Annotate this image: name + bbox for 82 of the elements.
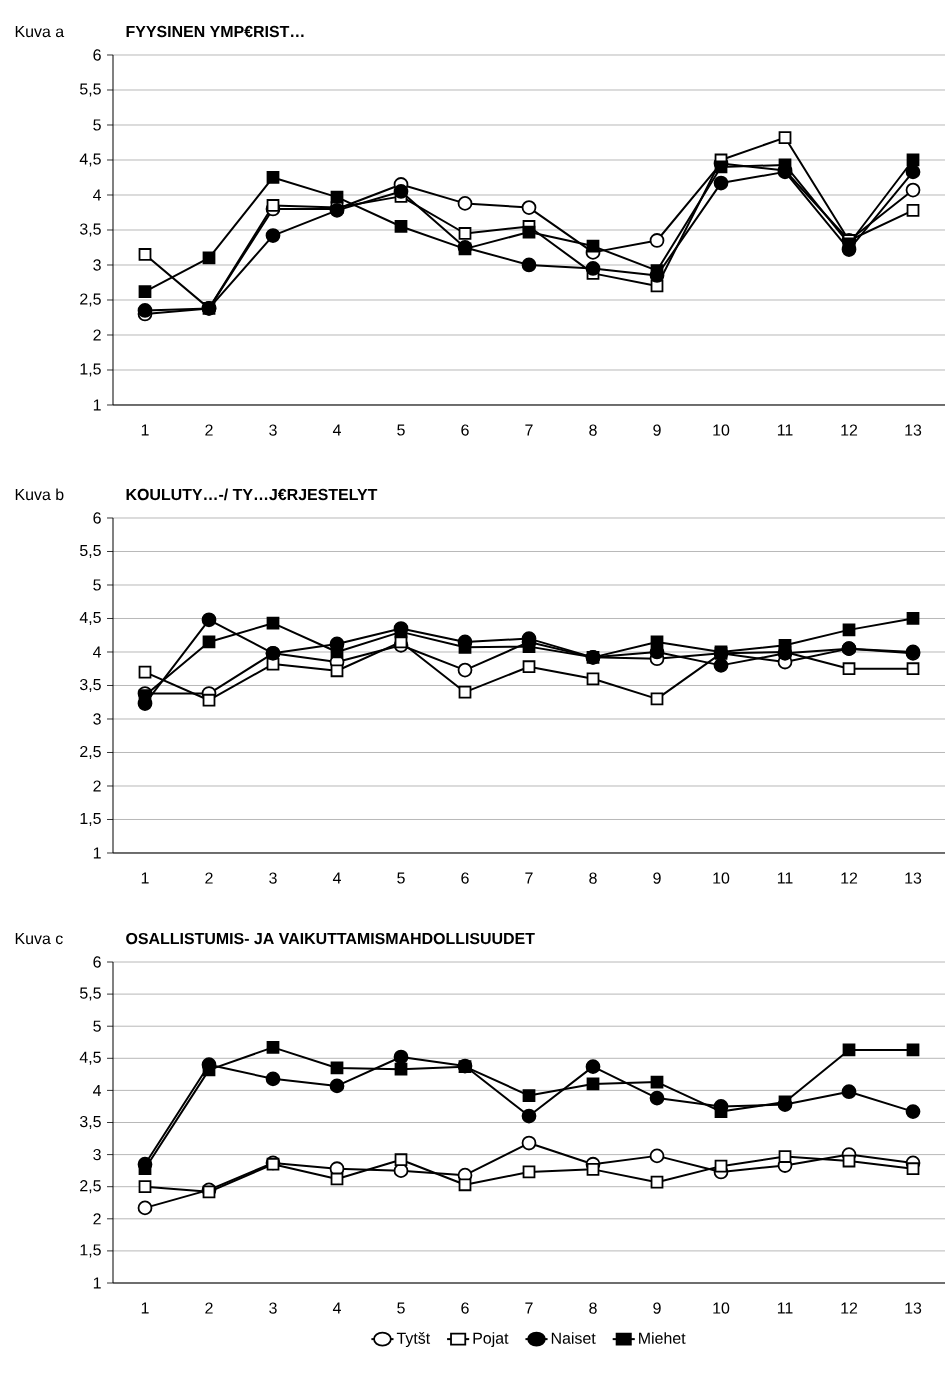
x-tick-label: 11 xyxy=(777,1302,793,1314)
x-tick-label: 12 xyxy=(841,872,858,884)
y-tick-label: 3,5 xyxy=(79,678,101,693)
x-tick-label: 10 xyxy=(713,1302,730,1314)
y-tick-label: 4 xyxy=(93,189,102,201)
x-tick-label: 6 xyxy=(461,1302,469,1314)
y-tick-label: 1 xyxy=(93,847,101,859)
x-tick-label: 1 xyxy=(141,872,149,884)
x-tick-label: 7 xyxy=(525,1302,533,1314)
x-tick-label: 5 xyxy=(397,872,405,884)
chart-title: KOULUTY…-/ TY…J€RJESTELYT xyxy=(126,488,378,501)
x-tick-label: 11 xyxy=(777,872,793,884)
chart-subtitle: Kuva a xyxy=(15,26,65,38)
x-tick-label: 5 xyxy=(397,424,405,436)
x-tick-label: 13 xyxy=(905,424,922,436)
x-tick-label: 11 xyxy=(777,424,793,436)
y-tick-label: 3,5 xyxy=(79,1115,101,1130)
y-tick-label: 2,5 xyxy=(80,1180,101,1194)
x-tick-label: 4 xyxy=(332,1302,341,1314)
y-tick-label: 3,5 xyxy=(79,223,101,237)
x-tick-label: 6 xyxy=(461,424,469,436)
y-tick-label: 5 xyxy=(93,1020,101,1032)
x-tick-label: 10 xyxy=(713,872,730,884)
chart-subtitle: Kuva b xyxy=(15,488,64,501)
x-tick-label: 8 xyxy=(589,872,597,884)
legend-label: Pojat xyxy=(473,1332,509,1348)
x-tick-label: 3 xyxy=(269,424,277,436)
x-tick-label: 1 xyxy=(141,424,149,436)
legend-label: Naiset xyxy=(551,1332,596,1344)
x-tick-label: 2 xyxy=(205,424,213,436)
x-tick-label: 1 xyxy=(141,1302,149,1314)
y-tick-label: 5 xyxy=(93,119,101,131)
x-tick-label: 12 xyxy=(841,1302,858,1314)
y-tick-label: 5 xyxy=(93,579,101,591)
y-tick-label: 2 xyxy=(93,1213,101,1225)
x-tick-label: 7 xyxy=(525,872,533,884)
chart-subtitle: Kuva c xyxy=(15,933,63,945)
y-tick-label: 4,5 xyxy=(79,1051,101,1065)
x-tick-label: 8 xyxy=(589,424,597,436)
y-tick-label: 1 xyxy=(93,399,101,411)
y-tick-label: 3 xyxy=(93,259,101,271)
x-tick-label: 4 xyxy=(332,872,341,884)
x-tick-label: 8 xyxy=(589,1302,597,1314)
chart-title: OSALLISTUMIS- JA VAIKUTTAMISMAHDOLLISUUDET xyxy=(126,932,535,945)
x-tick-label: 9 xyxy=(653,1302,661,1314)
y-tick-label: 2 xyxy=(93,780,101,792)
y-tick-label: 6 xyxy=(93,956,101,968)
y-tick-label: 5,5 xyxy=(79,83,101,97)
y-tick-label: 3 xyxy=(93,1148,101,1161)
x-tick-label: 3 xyxy=(269,872,277,884)
x-tick-label: 3 xyxy=(269,1302,277,1314)
y-tick-label: 1,5 xyxy=(80,1244,101,1258)
y-tick-label: 5,5 xyxy=(79,987,101,1001)
y-tick-label: 2,5 xyxy=(80,745,101,760)
x-tick-label: 2 xyxy=(205,1302,213,1314)
x-tick-label: 13 xyxy=(905,1302,922,1314)
y-tick-label: 2,5 xyxy=(80,293,101,307)
y-tick-label: 4,5 xyxy=(79,611,101,625)
y-tick-label: 4,5 xyxy=(79,153,101,167)
x-tick-label: 13 xyxy=(905,872,922,884)
x-tick-label: 12 xyxy=(841,424,858,436)
x-tick-label: 5 xyxy=(397,1302,405,1314)
y-tick-label: 1,5 xyxy=(80,812,101,826)
y-tick-label: 1,5 xyxy=(80,363,101,377)
y-tick-label: 5,5 xyxy=(79,544,101,558)
y-tick-label: 4 xyxy=(93,1084,102,1096)
y-tick-label: 6 xyxy=(93,49,101,61)
y-tick-label: 1 xyxy=(93,1277,101,1289)
legend-label: Tytšt xyxy=(396,1332,431,1348)
x-tick-label: 2 xyxy=(205,872,213,884)
x-tick-label: 10 xyxy=(713,424,730,436)
y-tick-label: 6 xyxy=(93,512,101,524)
x-tick-label: 9 xyxy=(653,872,661,884)
x-tick-label: 9 xyxy=(653,424,661,436)
x-tick-label: 6 xyxy=(461,872,469,884)
chart-title: FYYSINEN YMP€RIST… xyxy=(126,25,304,38)
x-tick-label: 7 xyxy=(525,424,533,436)
y-tick-label: 3 xyxy=(93,713,101,725)
x-tick-label: 4 xyxy=(332,424,341,436)
y-tick-label: 4 xyxy=(93,646,102,658)
legend-label: Miehet xyxy=(639,1332,686,1344)
y-tick-label: 2 xyxy=(93,329,101,341)
